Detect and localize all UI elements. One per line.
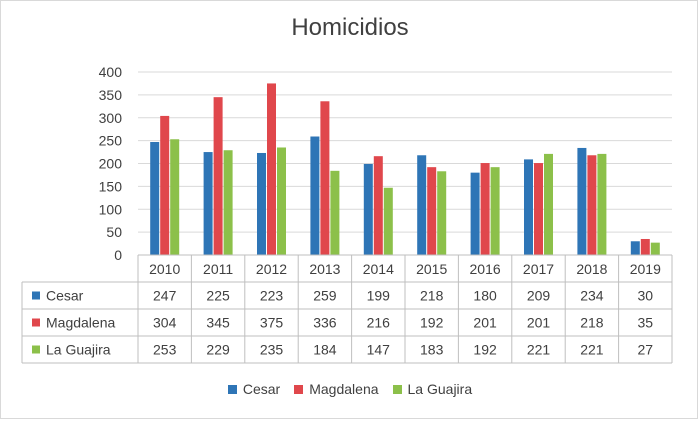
data-label: 30	[638, 288, 654, 304]
data-label: 184	[313, 342, 337, 358]
y-tick-label: 100	[99, 201, 123, 217]
legend-label: Cesar	[242, 381, 281, 397]
bar	[373, 156, 383, 255]
bar	[310, 136, 320, 255]
bar	[544, 153, 553, 255]
bar	[437, 171, 447, 255]
data-label: 192	[473, 342, 497, 358]
data-label: 259	[313, 288, 337, 304]
x-tick-label: 2012	[256, 261, 287, 277]
x-tick-label: 2013	[309, 261, 340, 277]
y-tick-label: 150	[99, 178, 123, 194]
legend-item: La Guajira	[392, 381, 473, 397]
data-label: 218	[580, 315, 604, 331]
data-label: 201	[473, 315, 497, 331]
x-tick-label: 2018	[576, 261, 607, 277]
data-label: 147	[367, 342, 391, 358]
data-label: 225	[206, 288, 230, 304]
data-label: 192	[420, 315, 444, 331]
bar	[170, 139, 180, 255]
data-label: 253	[153, 342, 177, 358]
bar	[213, 97, 223, 255]
bar	[320, 101, 330, 255]
bar	[150, 141, 160, 255]
table-row-label: Cesar	[46, 288, 84, 304]
table-row-swatch	[32, 318, 40, 327]
legend: Cesar Magdalena La Guajira	[0, 381, 700, 397]
data-label: 180	[473, 288, 497, 304]
y-tick-label: 250	[99, 133, 123, 149]
table-row-swatch	[32, 291, 40, 300]
legend-label: La Guajira	[407, 381, 473, 397]
bar	[577, 147, 587, 255]
bar	[383, 187, 393, 255]
data-label: 199	[367, 288, 391, 304]
data-label: 336	[313, 315, 337, 331]
y-tick-label: 350	[99, 87, 123, 103]
bar	[160, 115, 170, 255]
bar	[203, 152, 213, 255]
data-label: 183	[420, 342, 444, 358]
legend-label: Magdalena	[309, 381, 379, 397]
data-label: 247	[153, 288, 177, 304]
x-tick-label: 2015	[416, 261, 447, 277]
data-label: 209	[527, 288, 551, 304]
y-tick-label: 200	[99, 156, 123, 172]
table-row-label: La Guajira	[46, 342, 111, 358]
data-label: 375	[260, 315, 284, 331]
data-label: 27	[638, 342, 654, 358]
bar	[277, 147, 286, 255]
bar	[223, 150, 233, 255]
x-tick-label: 2014	[363, 261, 394, 277]
x-tick-label: 2019	[630, 261, 661, 277]
bar	[524, 159, 533, 255]
data-label: 218	[420, 288, 444, 304]
bar	[640, 238, 650, 255]
legend-swatch	[294, 384, 304, 394]
y-tick-label: 400	[99, 64, 123, 80]
x-tick-label: 2016	[470, 261, 501, 277]
y-tick-label: 300	[99, 110, 123, 126]
bar	[630, 241, 640, 255]
bar	[257, 152, 266, 255]
y-tick-label: 0	[114, 247, 122, 263]
legend-item: Cesar	[227, 381, 281, 397]
data-label: 216	[367, 315, 391, 331]
bar	[597, 153, 607, 255]
bar	[470, 172, 480, 255]
data-label: 35	[638, 315, 654, 331]
data-label: 235	[260, 342, 284, 358]
data-label: 229	[206, 342, 230, 358]
legend-swatch	[227, 384, 237, 394]
data-label: 304	[153, 315, 177, 331]
x-tick-label: 2017	[523, 261, 554, 277]
y-tick-label: 50	[106, 224, 122, 240]
legend-swatch	[392, 384, 402, 394]
data-label: 345	[206, 315, 230, 331]
bar	[330, 170, 340, 255]
bar	[490, 167, 500, 255]
bar	[480, 163, 490, 255]
x-tick-label: 2010	[149, 261, 180, 277]
table-row-swatch	[32, 345, 40, 354]
data-label: 223	[260, 288, 284, 304]
bar	[417, 155, 427, 255]
bar	[650, 242, 660, 255]
bar	[534, 163, 543, 255]
bar	[267, 83, 276, 255]
bar	[427, 167, 437, 255]
table-row-label: Magdalena	[46, 315, 115, 331]
data-label: 234	[580, 288, 604, 304]
x-tick-label: 2011	[203, 261, 233, 277]
bar	[587, 155, 597, 255]
legend-item: Magdalena	[294, 381, 379, 397]
chart-title: Homicidios	[291, 14, 409, 41]
data-label: 221	[580, 342, 604, 358]
data-label: 221	[527, 342, 551, 358]
data-label: 201	[527, 315, 551, 331]
bar	[363, 163, 373, 255]
